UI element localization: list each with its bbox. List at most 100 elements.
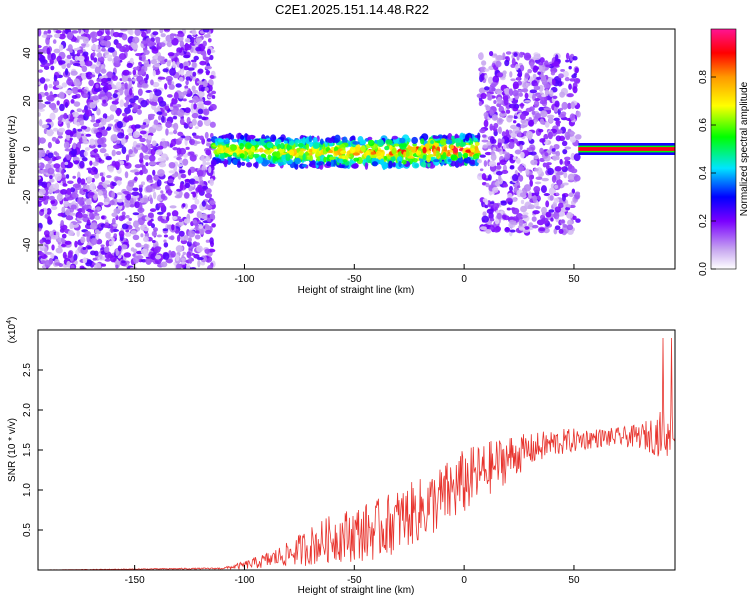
heatmap-cell [61,206,66,214]
heatmap-cell [103,224,110,228]
heatmap-cell [166,60,171,67]
heatmap-cell [422,154,427,161]
heatmap-cell [94,209,98,215]
heatmap-cell [205,239,210,243]
heatmap-cell [286,144,291,151]
heatmap-cell [64,161,69,166]
heatmap-cell [544,152,549,157]
heatmap-cell [152,69,156,77]
heatmap-cell [143,227,150,232]
x-tick-label: 0 [461,274,467,285]
heatmap-cell [125,134,129,140]
heatmap-cell [43,168,48,173]
heatmap-cell [157,55,163,62]
heatmap-cell [134,171,140,176]
heatmap-cell [574,67,579,74]
heatmap-cell [83,150,88,157]
heatmap-cell [97,93,106,97]
heatmap-cell [116,139,121,144]
heatmap-cell [52,127,59,132]
heatmap-cell [160,190,164,194]
heatmap-cell [478,87,486,94]
heatmap-cell [561,140,568,147]
heatmap-cell [171,173,178,178]
heatmap-cell [443,146,448,153]
heatmap-cell [70,264,75,269]
heatmap-cell [121,74,128,83]
heatmap-cell [493,122,499,129]
heatmap-cell [538,84,544,92]
heatmap-cell [43,65,50,70]
heatmap-cell [294,139,302,144]
heatmap-cell [90,119,96,123]
heatmap-cell [452,147,459,154]
heatmap-cell [191,118,197,126]
heatmap-cell [38,102,44,110]
heatmap-cell [111,217,116,225]
heatmap-cell [179,118,185,125]
heatmap-cell [120,29,128,32]
heatmap-cell [498,174,502,182]
heatmap-cell [276,150,281,159]
heatmap-cell [351,163,359,169]
heatmap-cell [38,69,43,73]
heatmap-cell [519,151,525,159]
heatmap-cell [193,103,197,110]
heatmap-cell [224,133,232,139]
heatmap-cell [87,246,93,250]
heatmap-cell [153,227,158,232]
heatmap-cell [53,48,61,54]
spectrogram-heatmap [38,29,675,269]
heatmap-cell [487,76,494,85]
heatmap-cell [227,155,233,162]
heatmap-cell [488,50,494,57]
heatmap-cell [202,160,207,167]
heatmap-cell [557,129,563,134]
heatmap-cell [392,162,396,168]
heatmap-cell [171,215,178,221]
heatmap-cell [573,153,581,162]
heatmap-cell [43,78,51,82]
heatmap-cell [84,55,88,64]
heatmap-cell [91,44,99,51]
heatmap-cell [578,147,675,151]
heatmap-cell [104,258,111,262]
heatmap-cell [556,120,561,124]
heatmap-cell [195,37,203,43]
heatmap-cell [158,115,162,121]
heatmap-cell [58,44,64,51]
heatmap-cell [119,99,124,108]
heatmap-cell [479,128,486,134]
heatmap-cell [550,217,554,222]
heatmap-cell [89,183,96,191]
heatmap-cell [182,158,189,166]
heatmap-cell [246,162,253,168]
heatmap-cell [543,193,551,197]
heatmap-cell [507,115,514,119]
heatmap-cell [564,76,570,82]
heatmap-cell [562,193,566,202]
heatmap-cell [113,56,121,64]
heatmap-cell [157,169,165,177]
heatmap-cell [495,171,503,176]
heatmap-cell [458,141,467,147]
heatmap-cell [479,168,484,172]
heatmap-cell [205,149,212,156]
heatmap-cell [185,80,189,86]
heatmap-cell [298,150,305,156]
heatmap-cell [488,212,494,220]
heatmap-cell [185,43,192,51]
heatmap-cell [502,183,509,188]
heatmap-cell [211,90,217,95]
heatmap-cell [113,233,118,238]
heatmap-cell [548,117,554,124]
heatmap-cell [43,207,48,215]
heatmap-cell [513,120,517,124]
heatmap-cell [49,175,53,180]
heatmap-cell [103,180,111,185]
heatmap-cell [200,155,205,161]
heatmap-cell [370,153,378,159]
heatmap-cell [492,147,497,151]
heatmap-cell [562,224,568,228]
